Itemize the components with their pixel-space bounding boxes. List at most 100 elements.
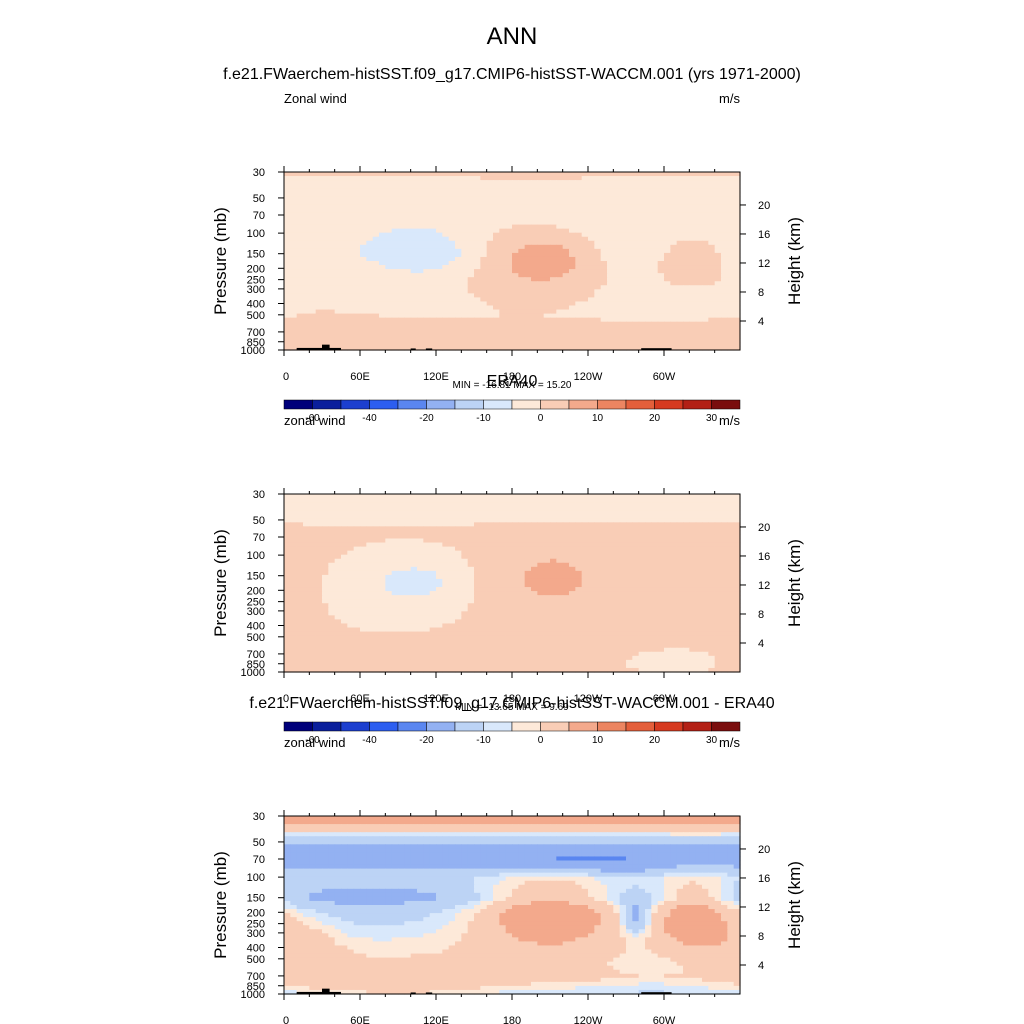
field-cell (404, 578, 412, 584)
field-cell (524, 309, 532, 315)
field-cell (562, 216, 570, 222)
field-cell (714, 208, 722, 214)
field-cell (689, 317, 697, 323)
field-cell (670, 562, 678, 568)
field-cell (645, 232, 652, 238)
field-cell (670, 184, 678, 189)
field-cell (341, 538, 348, 544)
field-cell (702, 252, 709, 258)
field-cell (683, 220, 690, 226)
field-cell (664, 224, 671, 230)
field-cell (309, 329, 317, 335)
field-cell (613, 566, 621, 572)
field-cell (322, 329, 329, 335)
field-cell (309, 212, 317, 218)
field-cell (664, 341, 671, 347)
field-cell (442, 578, 450, 584)
field-cell (708, 510, 716, 515)
field-cell (556, 265, 564, 270)
field-cell (455, 341, 462, 347)
field-cell (486, 305, 494, 311)
field-cell (423, 333, 431, 339)
field-cell (657, 256, 665, 262)
field-cell (347, 329, 355, 335)
field-cell (353, 236, 361, 242)
field-cell (733, 297, 741, 303)
field-cell (626, 261, 633, 266)
field-cell (651, 341, 659, 347)
field-cell (347, 281, 355, 286)
field-cell (296, 192, 304, 197)
field-cell (657, 341, 665, 347)
field-cell (455, 216, 462, 222)
field-cell (562, 192, 570, 197)
field-cell (619, 301, 627, 307)
field-cell (531, 494, 538, 499)
field-cell (398, 309, 405, 315)
field-cell (531, 522, 538, 527)
field-cell (537, 333, 545, 339)
field-cell (436, 293, 443, 299)
field-cell (695, 538, 703, 544)
field-cell (683, 293, 690, 299)
field-cell (372, 184, 380, 189)
field-cell (683, 204, 690, 210)
field-cell (531, 216, 538, 222)
field-cell (702, 309, 709, 315)
field-cell (733, 341, 741, 347)
field-cell (379, 188, 386, 193)
field-cell (360, 337, 367, 343)
field-cell (417, 293, 424, 299)
field-cell (657, 236, 665, 242)
field-cell (676, 313, 684, 319)
field-cell (461, 526, 469, 532)
field-cell (512, 538, 519, 544)
field-cell (727, 248, 735, 254)
field-cell (689, 526, 697, 532)
field-cell (695, 546, 703, 552)
field-cell (588, 220, 595, 226)
field-cell (664, 176, 671, 181)
field-cell (322, 176, 329, 181)
field-cell (290, 345, 298, 351)
field-cell (600, 232, 608, 238)
field-cell (309, 269, 317, 274)
field-cell (379, 252, 386, 258)
field-cell (423, 208, 431, 214)
field-cell (543, 562, 551, 568)
field-cell (702, 269, 709, 274)
field-cell (607, 289, 614, 294)
field-cell (290, 265, 298, 270)
field-cell (372, 176, 380, 181)
field-cell (537, 329, 545, 335)
field-cell (398, 256, 405, 262)
field-cell (550, 333, 557, 339)
field-cell (531, 285, 538, 290)
field-cell (695, 208, 703, 214)
field-cell (505, 583, 513, 588)
field-cell (347, 562, 355, 568)
field-cell (467, 208, 475, 214)
field-cell (499, 301, 507, 307)
field-cell (309, 534, 317, 540)
field-cell (467, 228, 475, 234)
field-cell (721, 550, 728, 556)
field-cell (499, 232, 507, 238)
field-cell (645, 252, 652, 258)
field-cell (347, 554, 355, 560)
field-cell (670, 333, 678, 339)
field-cell (733, 224, 741, 230)
field-cell (670, 228, 678, 234)
field-cell (575, 236, 583, 242)
field-cell (537, 220, 545, 226)
field-cell (480, 256, 488, 262)
field-cell (290, 583, 298, 588)
field-cell (727, 534, 735, 540)
field-cell (531, 570, 538, 576)
field-cell (537, 212, 545, 218)
field-cell (353, 546, 361, 552)
field-cell (410, 176, 418, 181)
field-cell (303, 313, 310, 319)
field-cell (581, 228, 589, 234)
field-cell (404, 269, 412, 274)
